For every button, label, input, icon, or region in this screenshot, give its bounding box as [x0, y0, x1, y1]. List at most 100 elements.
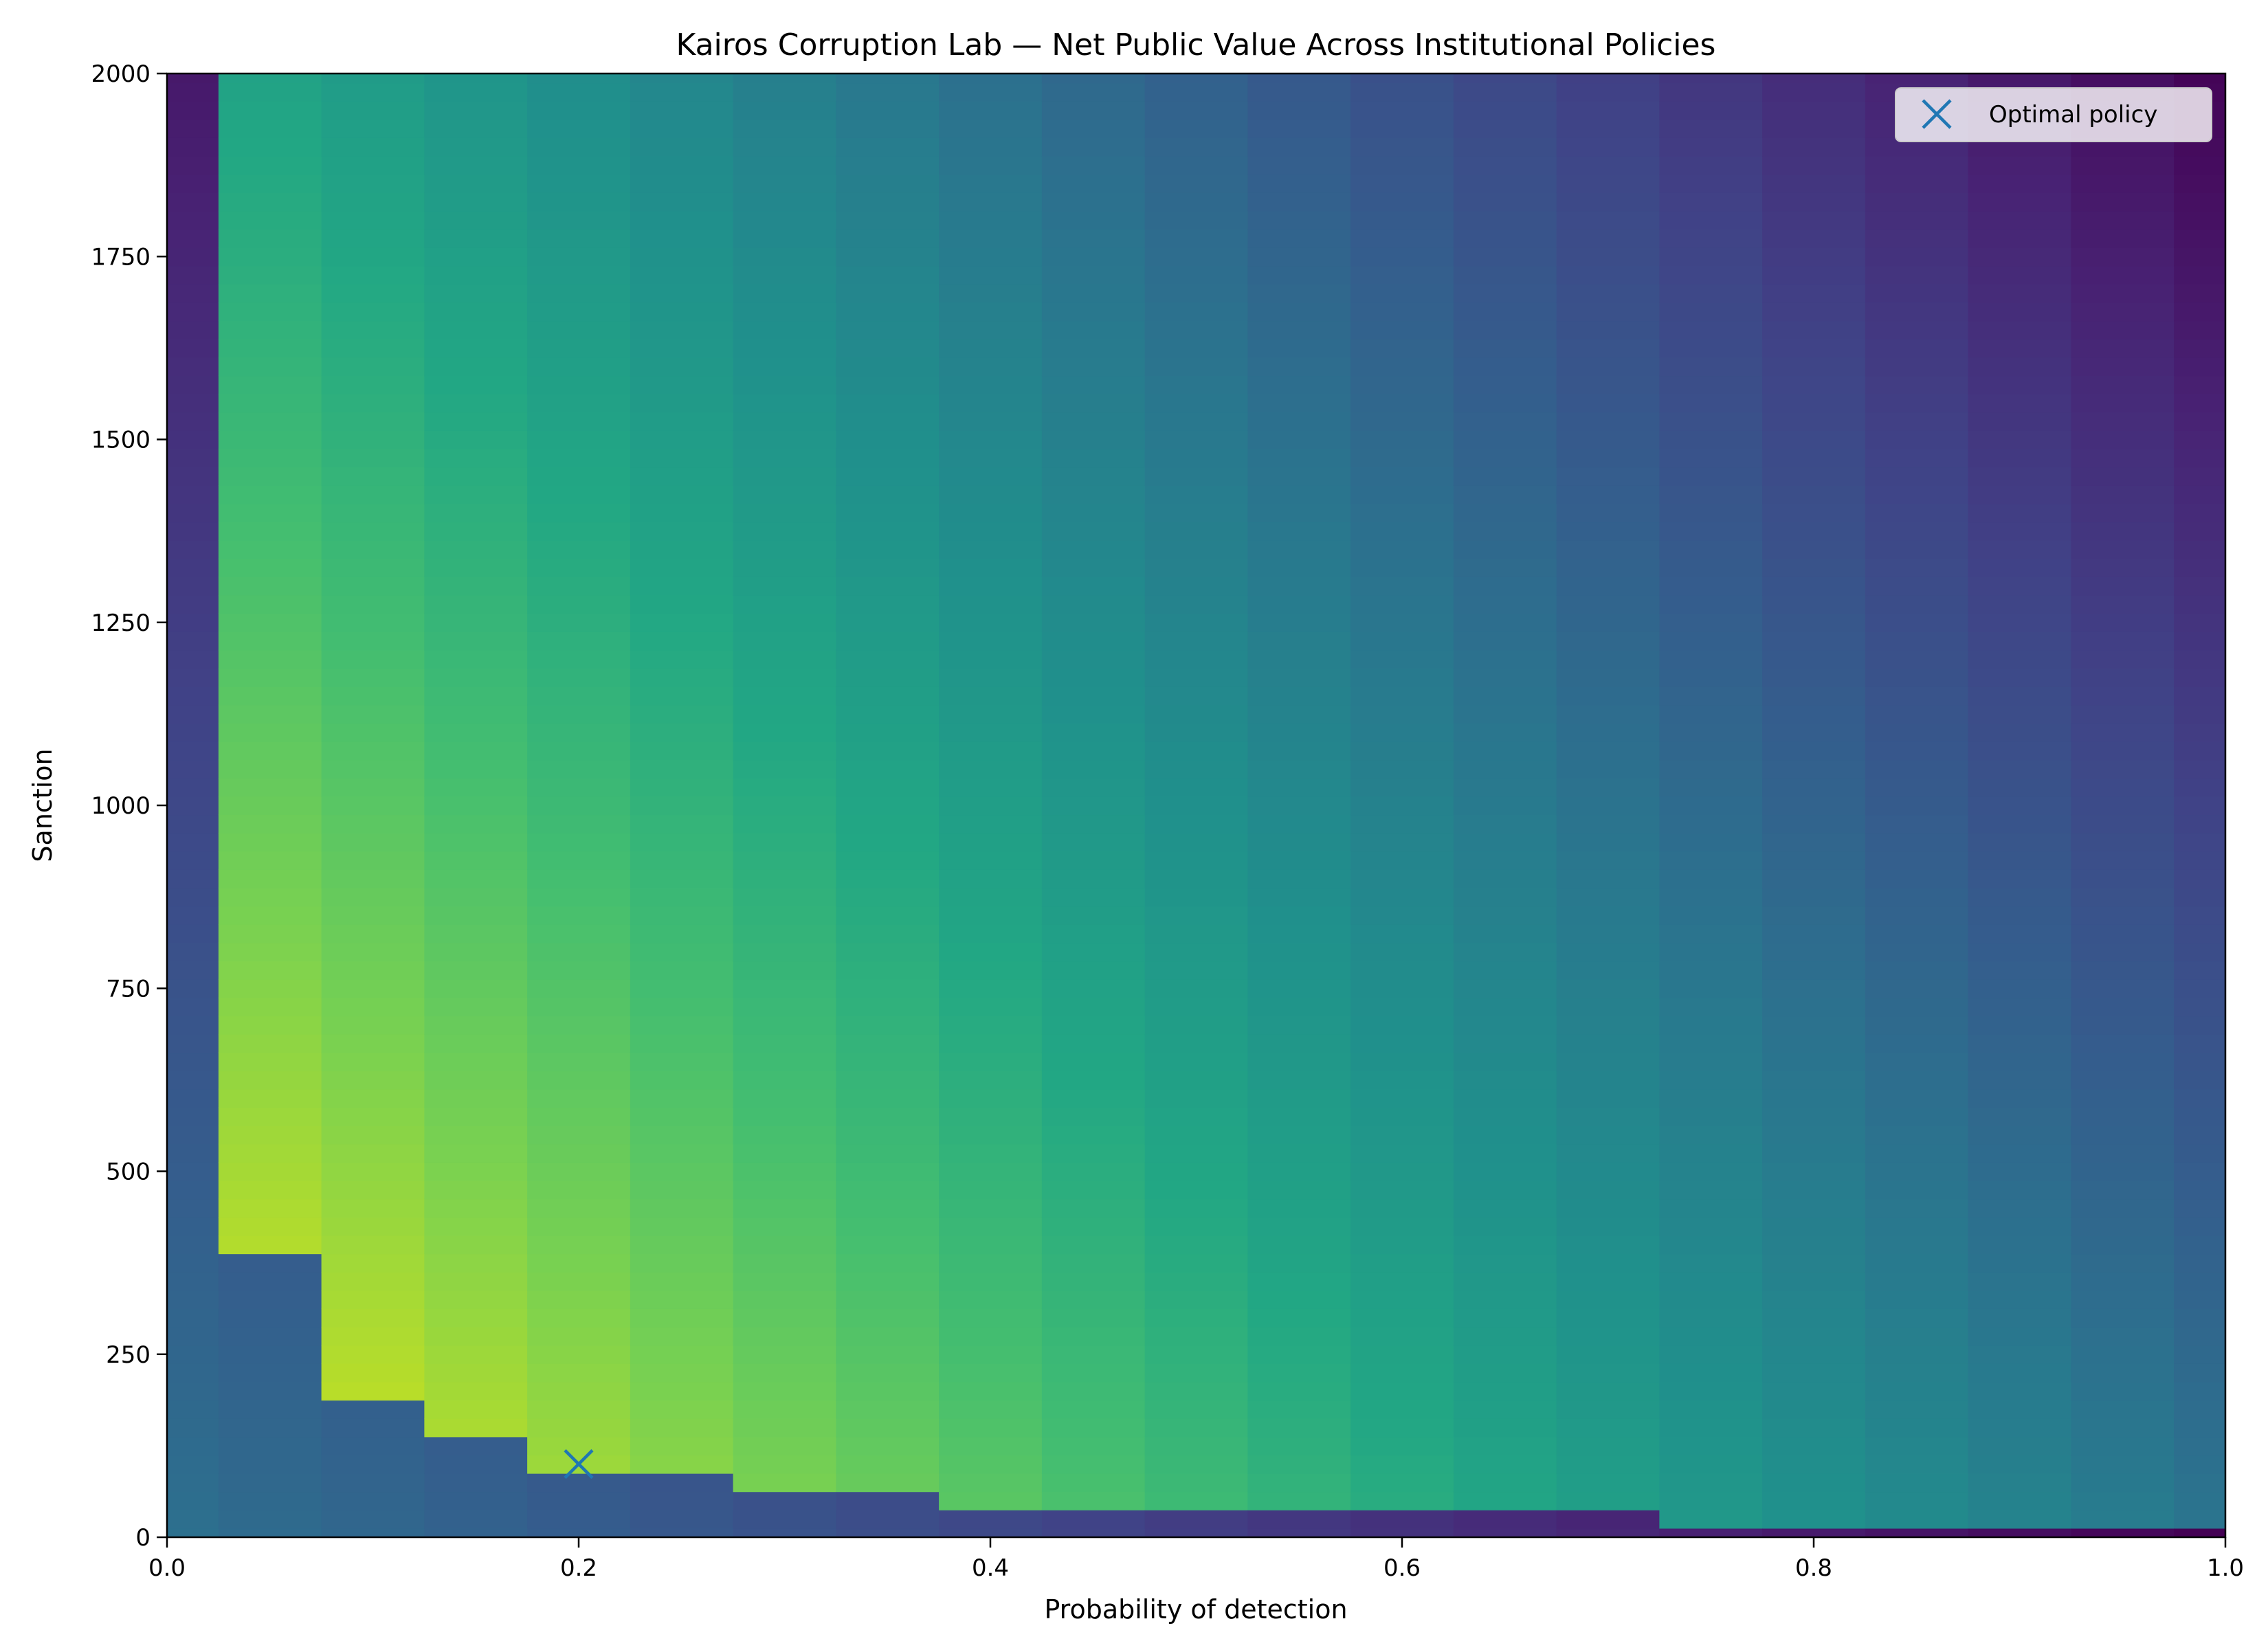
heatmap-cell	[321, 723, 425, 742]
heatmap-cell	[836, 137, 940, 157]
heatmap-cell	[527, 393, 631, 413]
heatmap-cell	[1144, 686, 1249, 706]
heatmap-cell	[2174, 1052, 2226, 1071]
heatmap-cell	[733, 1034, 837, 1053]
heatmap-cell	[1041, 759, 1146, 779]
heatmap-cell	[2071, 704, 2175, 724]
heatmap-cell	[836, 649, 940, 669]
heatmap-cell	[321, 1071, 425, 1090]
heatmap-cell	[1453, 887, 1557, 907]
heatmap-cell	[1144, 430, 1249, 449]
heatmap-cell	[167, 1326, 219, 1346]
heatmap-cell	[1659, 485, 1763, 504]
heatmap-cell	[1247, 961, 1351, 980]
heatmap-cell	[939, 357, 1043, 377]
heatmap-cell	[218, 1271, 322, 1291]
heatmap-cell	[1041, 887, 1146, 907]
heatmap-cell	[527, 632, 631, 651]
heatmap-cell	[1762, 851, 1866, 870]
heatmap-cell	[939, 174, 1043, 193]
heatmap-cell	[836, 1016, 940, 1035]
heatmap-cell	[630, 1436, 734, 1455]
heatmap-cell	[2174, 265, 2226, 284]
heatmap-cell	[527, 74, 631, 84]
heatmap-cell	[939, 814, 1043, 834]
heatmap-cell	[424, 302, 528, 322]
heatmap-cell	[527, 229, 631, 248]
heatmap-cell	[630, 704, 734, 724]
heatmap-cell	[1762, 1381, 1866, 1401]
heatmap-cell	[1865, 906, 1969, 925]
heatmap-cell	[321, 320, 425, 339]
heatmap-cell	[836, 1308, 940, 1328]
heatmap-cell	[1762, 522, 1866, 541]
heatmap-cell	[321, 1455, 425, 1474]
heatmap-cell	[1762, 265, 1866, 284]
heatmap-cell	[939, 979, 1043, 998]
heatmap-cell	[527, 357, 631, 377]
heatmap-cell	[167, 1271, 219, 1291]
heatmap-cell	[1659, 668, 1763, 687]
heatmap-cell	[1865, 192, 1969, 212]
heatmap-cell	[1762, 1034, 1866, 1053]
y-tick-label: 1500	[91, 427, 151, 454]
heatmap-cell	[1968, 375, 2072, 394]
heatmap-cell	[527, 613, 631, 632]
y-tick-label: 500	[106, 1159, 151, 1186]
heatmap-cell	[630, 82, 734, 102]
heatmap-cell	[1350, 339, 1454, 358]
heatmap-cell	[424, 577, 528, 596]
heatmap-cell	[1247, 522, 1351, 541]
heatmap-cell	[1144, 1107, 1249, 1126]
heatmap-cell	[1144, 137, 1249, 157]
heatmap-cell	[321, 1491, 425, 1510]
heatmap-cell	[1968, 1418, 2072, 1438]
heatmap-cell	[1247, 723, 1351, 742]
heatmap-cell	[1041, 1052, 1146, 1071]
heatmap-cell	[218, 906, 322, 925]
heatmap-cell	[733, 778, 837, 797]
heatmap-cell	[1865, 1125, 1969, 1145]
heatmap-cell	[1762, 1528, 1866, 1538]
heatmap-cell	[424, 668, 528, 687]
heatmap-cell	[630, 375, 734, 394]
heatmap-cell	[1247, 1491, 1351, 1510]
heatmap-cell	[1762, 1290, 1866, 1309]
heatmap-cell	[1247, 1198, 1351, 1218]
heatmap-cell	[1041, 357, 1146, 377]
heatmap-cell	[733, 832, 837, 852]
heatmap-cell	[1453, 632, 1557, 651]
heatmap-cell	[836, 229, 940, 248]
heatmap-cell	[1762, 906, 1866, 925]
heatmap-cell	[1556, 284, 1660, 303]
heatmap-cell	[1453, 210, 1557, 230]
heatmap-cell	[630, 1253, 734, 1273]
heatmap-cell	[836, 906, 940, 925]
heatmap-cell	[1144, 393, 1249, 413]
heatmap-cell	[939, 1089, 1043, 1108]
heatmap-cell	[1453, 155, 1557, 175]
heatmap-cell	[321, 448, 425, 468]
heatmap-cell	[1762, 613, 1866, 632]
heatmap-cell	[2071, 997, 2175, 1016]
heatmap-cell	[939, 686, 1043, 706]
heatmap-cell	[1144, 1326, 1249, 1346]
heatmap-cell	[321, 632, 425, 651]
heatmap-cell	[2071, 1363, 2175, 1383]
heatmap-cell	[1453, 229, 1557, 248]
heatmap-cell	[2174, 210, 2226, 230]
heatmap-cell	[1144, 503, 1249, 523]
heatmap-cell	[1556, 100, 1660, 120]
heatmap-cell	[1041, 814, 1146, 834]
heatmap-cell	[1659, 1400, 1763, 1419]
heatmap-cell	[630, 1107, 734, 1126]
heatmap-cell	[630, 229, 734, 248]
heatmap-cell	[1041, 174, 1146, 193]
heatmap-cell	[733, 1016, 837, 1035]
heatmap-cell	[1453, 1107, 1557, 1126]
heatmap-cell	[1144, 302, 1249, 322]
heatmap-cell	[1350, 430, 1454, 449]
heatmap-cell	[2174, 448, 2226, 468]
heatmap-cell	[1968, 1034, 2072, 1053]
heatmap-cell	[630, 577, 734, 596]
